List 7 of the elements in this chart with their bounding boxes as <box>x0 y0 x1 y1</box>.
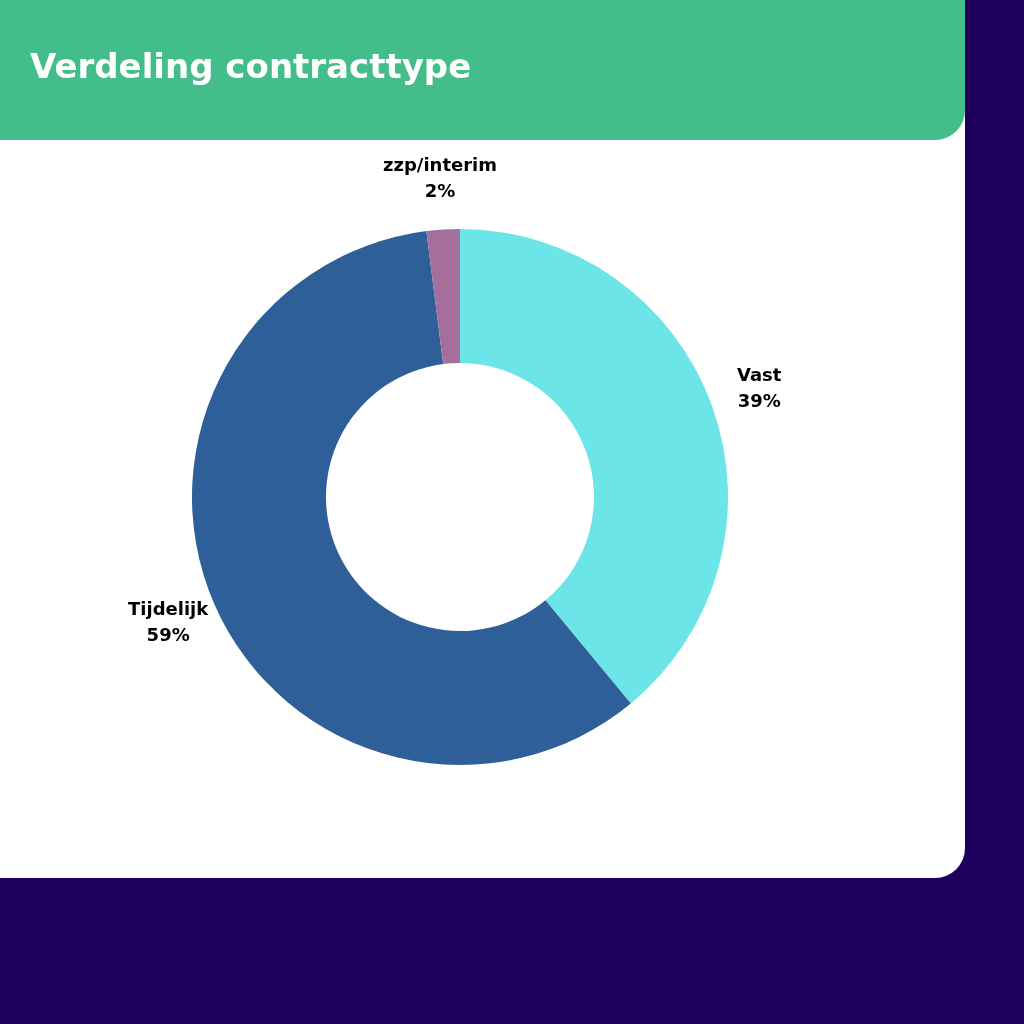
chart-title: Verdeling contracttype <box>30 46 472 86</box>
slice-label: Tijdelijk <box>128 597 210 619</box>
slice-label: Vast <box>736 363 782 385</box>
data-label: 2% <box>424 180 456 202</box>
data-label: 39% <box>737 389 781 411</box>
data-label: 59% <box>146 623 190 645</box>
slice-label: zzp/interim <box>383 154 498 176</box>
